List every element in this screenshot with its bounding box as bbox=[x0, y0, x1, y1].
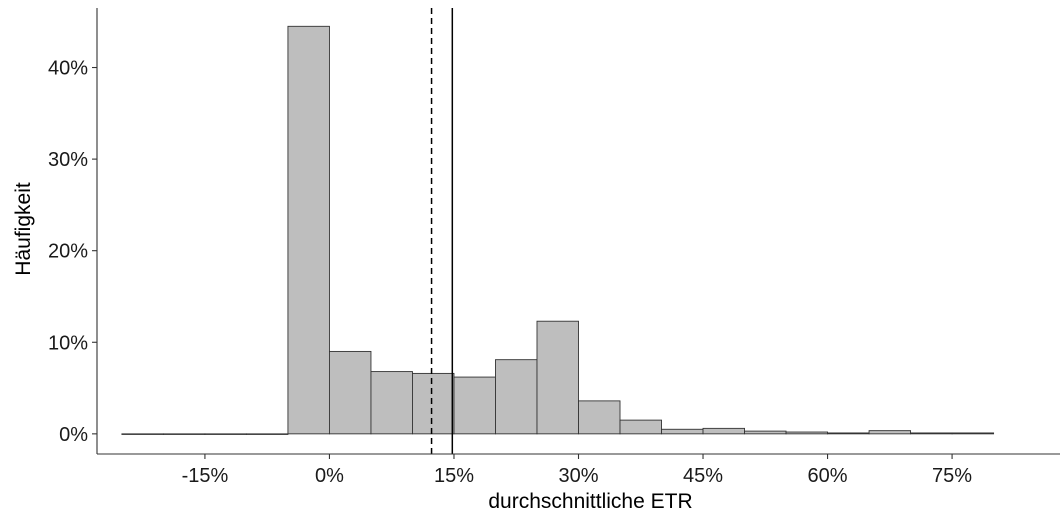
bars-layer bbox=[121, 25, 995, 435]
x-tick-label: 15% bbox=[434, 465, 474, 487]
x-axis-title: durchschnittliche ETR bbox=[488, 490, 692, 513]
y-ticks-layer: 0% 10% 20% 30% 40% bbox=[48, 58, 97, 446]
histogram-bar-14 bbox=[702, 427, 745, 435]
histogram-bar-6 bbox=[370, 371, 413, 435]
histogram-bar-0 bbox=[121, 433, 164, 435]
y-axis-title: Häufigkeit bbox=[12, 182, 35, 276]
reference-lines-layer bbox=[430, 8, 454, 454]
y-tick-label: 0% bbox=[59, 424, 88, 446]
x-ticks-layer: -15% 0% 15% 30% 45% 60% 75% bbox=[182, 454, 972, 487]
y-tick-label: 40% bbox=[48, 58, 88, 80]
y-tick-label: 20% bbox=[48, 241, 88, 263]
histogram-bar-10 bbox=[536, 320, 579, 435]
histogram-bar-17 bbox=[827, 432, 870, 435]
histogram-bar-19 bbox=[910, 432, 953, 435]
y-tick-label: 10% bbox=[48, 332, 88, 354]
histogram-bar-7 bbox=[412, 372, 455, 435]
histogram-bar-20 bbox=[951, 432, 995, 435]
histogram-bar-13 bbox=[661, 428, 704, 435]
histogram-bar-18 bbox=[868, 430, 912, 435]
histogram-bar-9 bbox=[495, 359, 538, 435]
x-tick-label: 60% bbox=[808, 465, 848, 487]
y-tick-label: 30% bbox=[48, 149, 88, 171]
x-tick-label: 30% bbox=[558, 465, 598, 487]
x-tick-label: 45% bbox=[683, 465, 723, 487]
histogram-bar-16 bbox=[785, 431, 829, 435]
histogram-bar-5 bbox=[328, 350, 372, 435]
histogram-bar-3 bbox=[245, 433, 289, 435]
histogram-bar-15 bbox=[744, 430, 787, 435]
histogram-bar-8 bbox=[453, 376, 496, 435]
histogram-bar-2 bbox=[204, 433, 247, 435]
x-tick-label: -15% bbox=[182, 465, 229, 487]
histogram-bar-1 bbox=[162, 433, 206, 435]
histogram-bar-11 bbox=[578, 400, 621, 435]
histogram-bar-12 bbox=[619, 419, 662, 435]
histogram-bar-4 bbox=[287, 25, 330, 435]
x-tick-label: 0% bbox=[315, 465, 344, 487]
x-tick-label: 75% bbox=[932, 465, 972, 487]
